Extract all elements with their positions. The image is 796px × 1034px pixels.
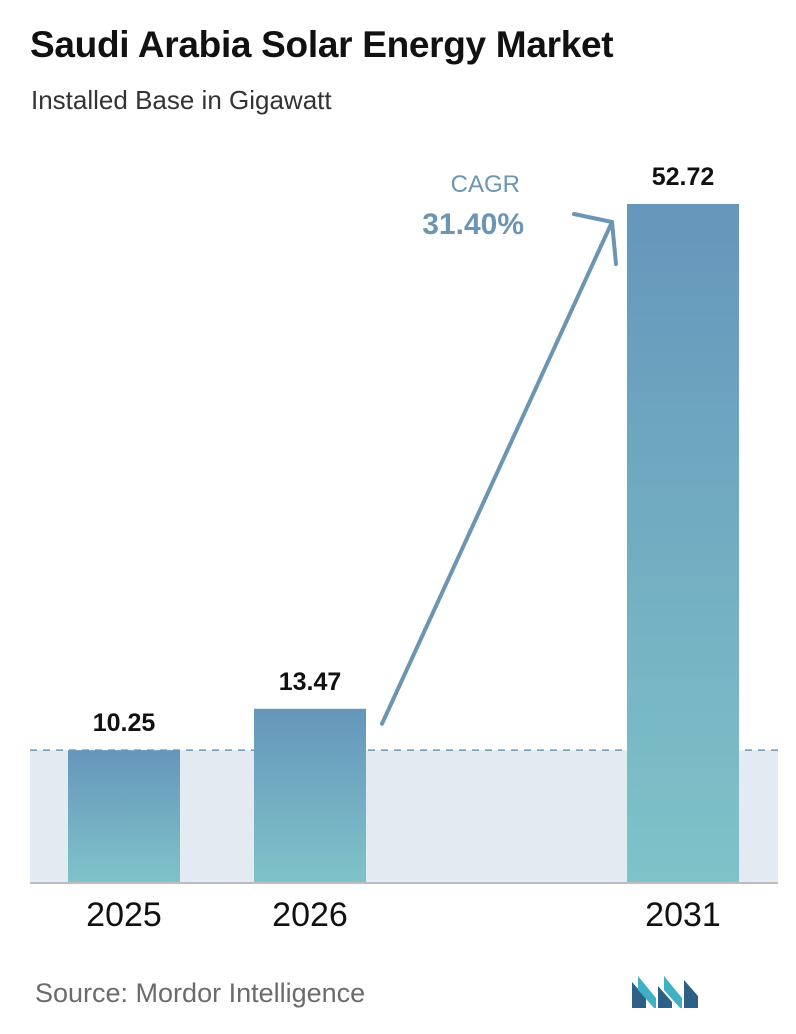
cagr-label: CAGR bbox=[451, 171, 520, 198]
data-label-2026: 13.47 bbox=[279, 668, 342, 696]
chart-title: Saudi Arabia Solar Energy Market bbox=[30, 24, 614, 65]
chart-subtitle: Installed Base in Gigawatt bbox=[31, 85, 332, 115]
data-label-2025: 10.25 bbox=[93, 709, 156, 737]
mordor-intelligence-logo-icon bbox=[632, 976, 698, 1008]
bar-chart: 10.25 13.47 52.72 2025 2026 2031 CAGR 31.40% bbox=[30, 163, 780, 934]
data-label-2031: 52.72 bbox=[652, 163, 715, 191]
cagr-value: 31.40% bbox=[422, 208, 524, 241]
bar-2026 bbox=[254, 708, 366, 882]
source-label: Source: Mordor Intelligence bbox=[35, 978, 366, 1008]
cagr-arrow-head bbox=[572, 212, 618, 266]
x-tick-label-2031: 2031 bbox=[645, 896, 721, 934]
cagr-arrow-shaft bbox=[380, 220, 614, 726]
bar-2031 bbox=[627, 204, 739, 882]
bar-2025 bbox=[68, 750, 180, 882]
x-tick-label-2025: 2025 bbox=[86, 896, 162, 934]
x-tick-label-2026: 2026 bbox=[272, 896, 348, 934]
